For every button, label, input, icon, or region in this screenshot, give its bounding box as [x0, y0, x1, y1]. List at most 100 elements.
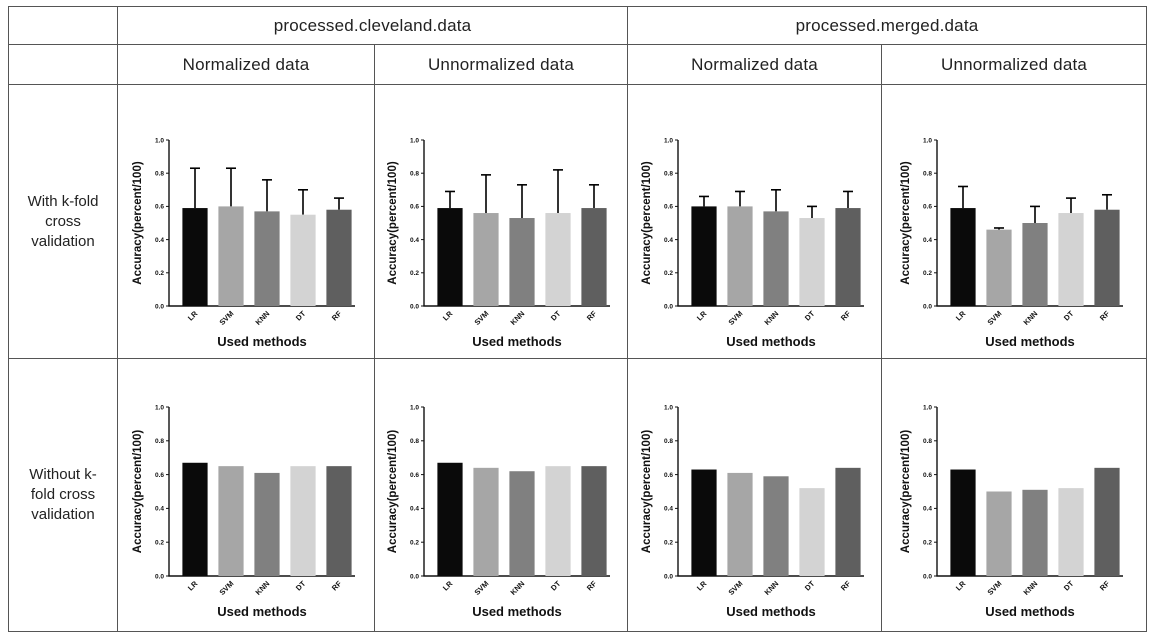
y-tick-label: 0.6 [923, 204, 932, 211]
x-axis-title: Used methods [726, 334, 816, 349]
y-axis-title: Accuracy(percent/100) [387, 429, 399, 553]
x-tick-label: SVM [726, 309, 744, 327]
bar [726, 472, 753, 576]
x-tick-label: LR [441, 578, 455, 592]
x-tick-label: KNN [509, 579, 527, 597]
bar [581, 208, 607, 306]
y-tick-label: 1.0 [923, 404, 932, 411]
bar [726, 206, 753, 306]
x-tick-label: KNN [254, 579, 272, 597]
bar [1058, 487, 1084, 576]
bar-chart: 0.0 0.2 0.4 0.6 0.8 1.0 LR SVM KNN DT RF Accuracy(p… [900, 137, 1124, 349]
corner-cell [8, 6, 118, 45]
bar [509, 470, 535, 576]
bar [798, 218, 825, 306]
x-axis-title: Used methods [217, 604, 307, 619]
x-axis-title: Used methods [472, 604, 562, 619]
y-tick-label: 0.2 [155, 270, 164, 277]
bar [950, 208, 976, 306]
y-tick-label: 0.4 [410, 505, 419, 512]
y-tick-label: 0.4 [663, 237, 672, 244]
x-tick-label: DT [549, 309, 563, 323]
y-tick-label: 0.8 [155, 171, 164, 178]
y-tick-label: 0.0 [923, 303, 932, 310]
bar [290, 465, 316, 576]
x-tick-label: RF [330, 578, 344, 592]
y-tick-label: 0.2 [410, 539, 419, 546]
x-tick-label: KNN [254, 309, 272, 327]
y-axis-title: Accuracy(percent/100) [132, 161, 144, 285]
x-tick-label: DT [1062, 309, 1076, 323]
bar [182, 462, 208, 576]
y-tick-label: 0.0 [923, 573, 932, 580]
y-tick-label: 0.4 [923, 505, 932, 512]
row-label-without-kfold: Without k- fold cross validation [8, 358, 118, 632]
dataset-header-cleveland: processed.cleveland.data [116, 6, 629, 45]
x-tick-label: DT [1062, 578, 1076, 592]
bar-chart: 0.0 0.2 0.4 0.6 0.8 1.0 LR SVM KNN DT RF Accuracy(p… [641, 404, 864, 619]
x-tick-label: LR [186, 309, 200, 323]
bar [326, 465, 352, 576]
bar [437, 462, 463, 576]
x-tick-label: KNN [762, 579, 780, 597]
bar-chart: 0.0 0.2 0.4 0.6 0.8 1.0 LR SVM KNN DT RF Accuracy(p… [900, 404, 1124, 619]
x-axis-title: Used methods [217, 334, 307, 349]
y-tick-label: 1.0 [410, 137, 419, 144]
x-tick-label: SVM [986, 309, 1004, 327]
y-tick-label: 0.4 [155, 505, 164, 512]
bar-chart: 0.0 0.2 0.4 0.6 0.8 1.0 LR SVM KNN DT RF Accuracy(p… [641, 137, 864, 349]
chart-cell: 0.0 0.2 0.4 0.6 0.8 1.0 LR SVM KNN DT RF Accuracy(p… [117, 84, 375, 359]
normalization-header: Unnormalized data [881, 44, 1148, 85]
y-axis-title: Accuracy(percent/100) [132, 429, 144, 553]
y-axis-title: Accuracy(percent/100) [387, 161, 399, 285]
y-tick-label: 1.0 [155, 404, 164, 411]
x-tick-label: RF [585, 309, 599, 323]
chart-cell: 0.0 0.2 0.4 0.6 0.8 1.0 LR SVM KNN DT RF Accuracy(p… [373, 84, 629, 359]
y-tick-label: 1.0 [155, 137, 164, 144]
normalization-header: Normalized data [627, 44, 883, 85]
results-table: processed.cleveland.data processed.merge… [8, 6, 1148, 632]
y-tick-label: 0.6 [410, 204, 419, 211]
bar [254, 472, 280, 576]
bar [1022, 489, 1048, 576]
y-tick-label: 1.0 [410, 404, 419, 411]
bar [473, 213, 499, 306]
bar [182, 208, 208, 306]
x-tick-label: DT [549, 578, 563, 592]
chart-cell: 0.0 0.2 0.4 0.6 0.8 1.0 LR SVM KNN DT RF Accuracy(p… [881, 84, 1148, 359]
bar-chart: 0.0 0.2 0.4 0.6 0.8 1.0 LR SVM KNN DT RF Accuracy(p… [132, 404, 355, 619]
bar [834, 208, 861, 306]
y-tick-label: 0.0 [155, 303, 164, 310]
x-tick-label: DT [294, 578, 308, 592]
y-tick-label: 0.0 [410, 573, 419, 580]
x-tick-label: DT [802, 578, 816, 592]
x-axis-title: Used methods [472, 334, 562, 349]
y-tick-label: 0.6 [155, 204, 164, 211]
row-label-line: cross [45, 212, 81, 230]
y-tick-label: 0.4 [410, 237, 419, 244]
x-tick-label: RF [330, 309, 344, 323]
bar [762, 211, 789, 306]
bar [950, 469, 976, 576]
x-tick-label: LR [954, 309, 968, 323]
bar [1022, 223, 1048, 306]
y-tick-label: 0.6 [923, 471, 932, 478]
y-tick-label: 0.2 [155, 539, 164, 546]
y-tick-label: 0.8 [923, 438, 932, 445]
y-tick-label: 1.0 [663, 404, 672, 411]
y-tick-label: 0.4 [155, 237, 164, 244]
bar [218, 465, 244, 576]
bar [218, 206, 244, 306]
bar [1094, 209, 1120, 306]
bar [326, 209, 352, 306]
y-tick-label: 0.8 [663, 438, 672, 445]
bar [254, 211, 280, 306]
y-tick-label: 0.0 [155, 573, 164, 580]
bar [545, 213, 571, 306]
bar [437, 208, 463, 306]
chart-cell: 0.0 0.2 0.4 0.6 0.8 1.0 LR SVM KNN DT RF Accuracy(p… [627, 84, 883, 359]
y-tick-label: 0.8 [155, 438, 164, 445]
bar [834, 467, 861, 576]
bar [762, 475, 789, 576]
normalization-header: Unnormalized data [373, 44, 629, 85]
